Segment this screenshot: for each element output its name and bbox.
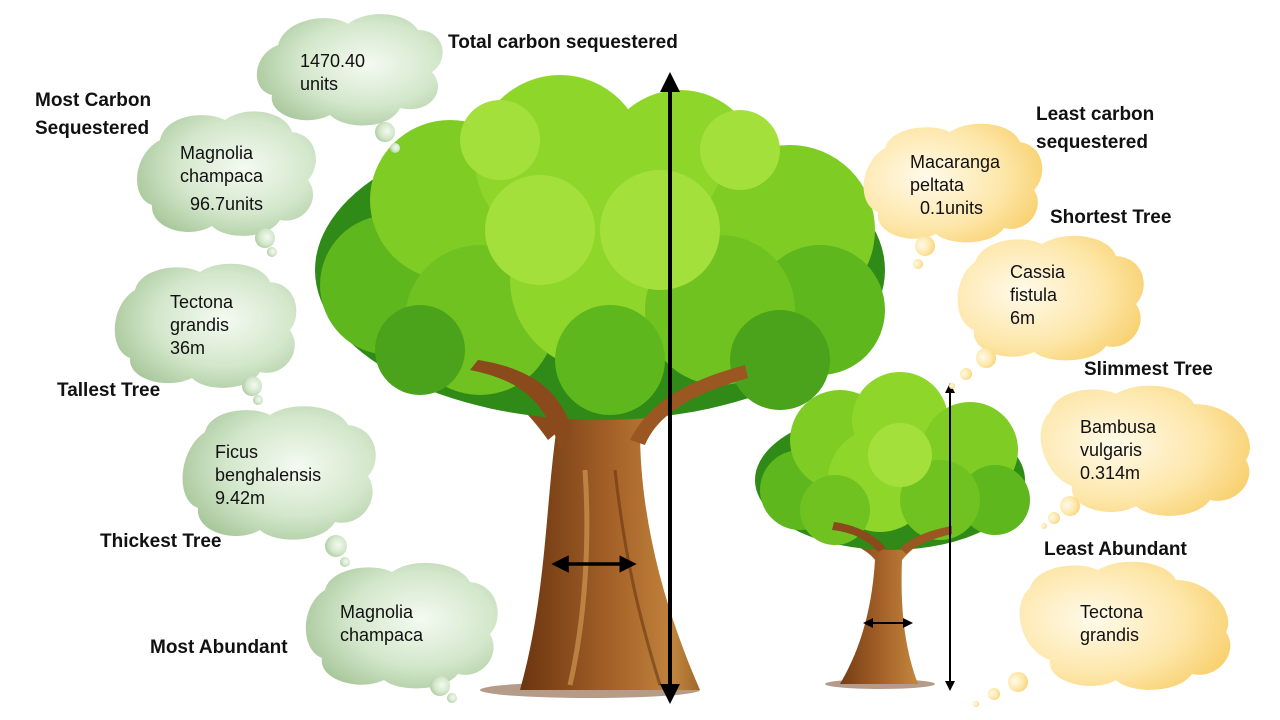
most-carbon-heading-line2: Sequestered (35, 118, 150, 139)
least-carbon-heading-line1: Least carbon (1036, 104, 1155, 125)
shortest-value: 6m (1010, 308, 1036, 328)
big-tree (315, 75, 885, 698)
thickest-bubble-text: Ficus benghalensis 9.42m (215, 441, 321, 510)
small-tree-trunk (832, 515, 950, 684)
total-carbon-value: 1470.40 (300, 51, 366, 71)
big-tree-foliage (315, 75, 885, 420)
slimmest-species-line2: vulgaris (1080, 440, 1143, 460)
least-carbon-value: 0.1units (920, 198, 984, 218)
shortest-heading: Shortest Tree (1050, 207, 1172, 228)
slimmest-value: 0.314m (1080, 463, 1141, 483)
least-carbon-heading-line2: sequestered (1036, 132, 1148, 153)
most-abundant-heading: Most Abundant (150, 637, 288, 658)
slimmest-bubble-text: Bambusa vulgaris 0.314m (1080, 416, 1156, 485)
least-abundant-bubble-text: Tectona grandis (1080, 601, 1143, 647)
slimmest-heading: Slimmest Tree (1084, 359, 1213, 380)
most-carbon-bubble-text: Magnolia champaca 96.7units (180, 142, 263, 216)
most-abundant-bubble-text: Magnolia champaca (340, 601, 423, 647)
most-abundant-species-line2: champaca (340, 625, 424, 645)
least-carbon-species-line2: peltata (910, 175, 965, 195)
least-abundant-heading: Least Abundant (1044, 539, 1187, 560)
shortest-bubble-text: Cassia fistula 6m (1010, 261, 1065, 330)
least-carbon-species-line1: Macaranga (910, 152, 1001, 172)
total-carbon-unit: units (300, 74, 339, 94)
thickest-species-line2: benghalensis (215, 465, 322, 485)
thickest-value: 9.42m (215, 488, 266, 508)
most-carbon-species-line1: Magnolia (180, 143, 254, 163)
most-carbon-cloud (137, 111, 316, 257)
most-carbon-value: 96.7units (190, 194, 264, 214)
tallest-heading: Tallest Tree (57, 380, 161, 401)
tallest-species-line2: grandis (170, 315, 230, 335)
thickest-cloud (182, 406, 376, 567)
least-abundant-species-line1: Tectona (1080, 602, 1144, 622)
most-abundant-cloud (305, 562, 498, 703)
total-carbon-bubble-text: 1470.40 units (300, 50, 365, 96)
least-carbon-bubble-text: Macaranga peltata 0.1units (910, 151, 1000, 220)
most-carbon-species-line2: champaca (180, 166, 264, 186)
shortest-species-line2: fistula (1010, 285, 1058, 305)
tallest-species-line1: Tectona (170, 292, 234, 312)
shortest-species-line1: Cassia (1010, 262, 1066, 282)
tallest-value: 36m (170, 338, 206, 358)
small-tree-foliage (755, 372, 1030, 550)
slimmest-cloud (1040, 385, 1251, 529)
least-abundant-cloud (973, 561, 1231, 707)
small-tree (755, 372, 1030, 689)
shortest-cloud (949, 235, 1144, 389)
least-carbon-cloud (863, 123, 1043, 269)
tallest-bubble-text: Tectona grandis 36m (170, 291, 233, 360)
most-carbon-heading-line1: Most Carbon (35, 90, 152, 111)
slimmest-species-line1: Bambusa (1080, 417, 1157, 437)
total-carbon-cloud (256, 14, 443, 153)
tallest-cloud (114, 263, 297, 405)
thickest-species-line1: Ficus (215, 442, 259, 462)
thickest-heading: Thickest Tree (100, 531, 222, 552)
big-tree-trunk (520, 335, 740, 690)
total-carbon-heading: Total carbon sequestered (448, 32, 678, 53)
most-abundant-species-line1: Magnolia (340, 602, 414, 622)
least-abundant-species-line2: grandis (1080, 625, 1140, 645)
